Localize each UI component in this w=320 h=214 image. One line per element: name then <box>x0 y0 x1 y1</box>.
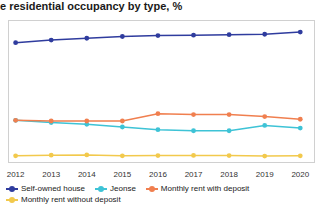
html-text:Self-owned house: Self-owned house <box>21 184 85 193</box>
html-text:Monthly rent with deposit: Monthly rent with deposit <box>160 184 250 193</box>
html-text:Monthly rent without deposit: Monthly rent without deposit <box>21 195 121 204</box>
svg-text:2012: 2012 <box>7 170 25 179</box>
svg-text:2014: 2014 <box>78 170 96 179</box>
svg-text:2013: 2013 <box>42 170 60 179</box>
svg-text:2017: 2017 <box>185 170 203 179</box>
svg-text:2015: 2015 <box>113 170 131 179</box>
html-text:Jeonse: Jeonse <box>110 184 136 193</box>
svg-text:2020: 2020 <box>291 170 309 179</box>
svg-text:2018: 2018 <box>220 170 238 179</box>
svg-text:2016: 2016 <box>149 170 167 179</box>
svg-text:2019: 2019 <box>256 170 274 179</box>
html-text:e residential occupancy by typ: e residential occupancy by type, % <box>0 0 183 12</box>
